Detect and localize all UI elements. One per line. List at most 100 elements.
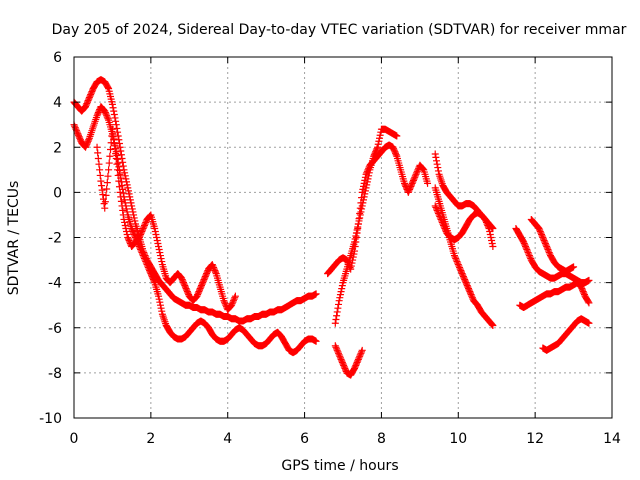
data-point: [101, 204, 109, 212]
data-point-fill: [229, 297, 237, 305]
data-point-fill: [361, 176, 369, 184]
data-point-fill: [352, 238, 360, 246]
data-point-fill: [463, 280, 471, 288]
data-point-fill: [103, 112, 111, 120]
data-point-fill: [545, 249, 553, 257]
data-point-fill: [115, 177, 123, 185]
data-point: [147, 270, 155, 278]
data-point: [354, 355, 362, 363]
data-point-fill: [336, 291, 344, 299]
data-point-fill: [149, 274, 157, 282]
data-point: [489, 243, 497, 251]
data-point-fill: [119, 158, 127, 166]
data-point-fill: [140, 255, 148, 263]
data-point-fill: [199, 279, 207, 287]
data-point-fill: [356, 209, 364, 217]
data-point-fill: [83, 98, 91, 106]
data-point-fill: [180, 279, 188, 287]
data-point-fill: [73, 128, 81, 136]
data-point-fill: [151, 227, 159, 235]
data-point-fill: [364, 166, 372, 174]
data-point-fill: [121, 172, 129, 180]
data-point-fill: [418, 164, 426, 172]
series-trace-e: [331, 342, 366, 379]
data-point-fill: [117, 197, 125, 205]
data-point-fill: [103, 185, 111, 193]
data-point-fill: [543, 244, 551, 252]
data-point-fill: [433, 157, 441, 165]
data-point-fill: [347, 262, 355, 270]
data-point-fill: [156, 249, 164, 257]
data-point-fill: [111, 114, 119, 122]
data-point-fill: [488, 240, 496, 248]
data-point-fill: [353, 229, 361, 237]
data-point-fill: [521, 241, 529, 249]
series-trace-h: [431, 184, 497, 329]
data-point: [520, 238, 528, 246]
data-point: [404, 188, 412, 196]
data-point-fill: [107, 139, 115, 147]
data-point-fill: [98, 182, 106, 190]
data-point-fill: [122, 224, 130, 232]
data-point: [431, 202, 439, 210]
data-point: [124, 184, 132, 192]
data-point: [535, 224, 543, 232]
data-point-fill: [460, 274, 468, 282]
data-point-fill: [107, 146, 115, 154]
data-point-fill: [390, 146, 398, 154]
data-point-fill: [114, 128, 122, 136]
data-point-fill: [146, 212, 154, 220]
data-point-fill: [355, 215, 363, 223]
data-point-fill: [140, 253, 148, 261]
data-point-fill: [451, 253, 459, 261]
data-point-fill: [121, 196, 129, 204]
data-point: [135, 243, 143, 251]
data-point-fill: [121, 169, 129, 177]
data-point-fill: [349, 256, 357, 264]
data-point-fill: [459, 273, 467, 281]
data-point-fill: [119, 162, 127, 170]
data-point-fill: [334, 304, 342, 312]
data-point-fill: [522, 244, 530, 252]
data-point-fill: [433, 160, 441, 168]
data-point-fill: [346, 264, 354, 272]
data-point-fill: [158, 307, 166, 315]
data-point-fill: [156, 252, 164, 260]
data-point-fill: [199, 277, 207, 285]
data-point-fill: [137, 229, 145, 237]
data-point-fill: [436, 212, 444, 220]
data-point-fill: [336, 354, 344, 362]
data-point-fill: [536, 226, 544, 234]
data-point: [120, 215, 128, 223]
data-point-fill: [467, 291, 475, 299]
data-point-fill: [419, 165, 427, 173]
data-point-fill: [343, 258, 351, 266]
data-point-fill: [123, 230, 131, 238]
data-point: [112, 155, 120, 163]
data-point-fill: [338, 285, 346, 293]
data-point-fill: [114, 132, 122, 140]
data-point-fill: [526, 253, 534, 261]
data-point-fill: [406, 185, 414, 193]
data-point-fill: [117, 151, 125, 159]
data-point-fill: [356, 211, 364, 219]
data-point-fill: [147, 271, 155, 279]
data-point-fill: [356, 351, 364, 359]
data-point-fill: [104, 172, 112, 180]
data-point-fill: [95, 160, 103, 168]
data-point-fill: [454, 259, 462, 267]
data-point: [389, 143, 397, 151]
data-point-fill: [123, 208, 131, 216]
data-point-fill: [482, 218, 490, 226]
data-point-fill: [413, 167, 421, 175]
data-point-fill: [96, 166, 104, 174]
data-point: [220, 297, 228, 305]
data-point-fill: [355, 354, 363, 362]
data-point-fill: [180, 280, 188, 288]
data-point-fill: [183, 288, 191, 296]
data-point-fill: [410, 175, 418, 183]
data-point-fill: [356, 352, 364, 360]
data-point-fill: [85, 95, 93, 103]
data-point-fill: [144, 264, 152, 272]
